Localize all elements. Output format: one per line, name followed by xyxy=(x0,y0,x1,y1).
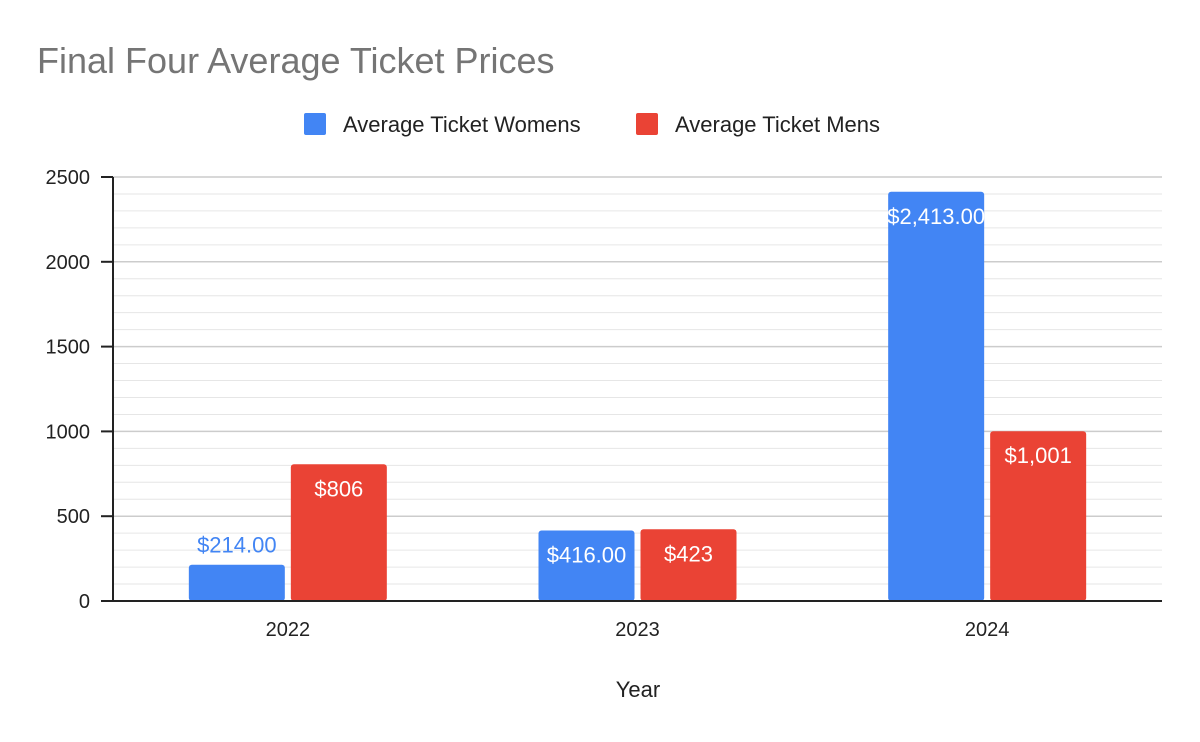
bar-womens-2022 xyxy=(188,564,285,601)
x-tick-label: 2023 xyxy=(615,619,660,641)
legend: Average Ticket Womens Average Ticket Men… xyxy=(304,112,880,137)
data-label-mens-2023: $423 xyxy=(664,541,713,566)
legend-swatch-mens xyxy=(636,113,658,135)
bar-womens-2024 xyxy=(888,191,985,602)
gridlines xyxy=(113,176,1162,585)
bars xyxy=(188,191,1087,602)
x-tick-label: 2022 xyxy=(266,619,311,641)
data-label-womens-2023: $416.00 xyxy=(547,542,627,567)
data-labels: $214.00 $806 $416.00 $423 $2,413.00 $1,001 xyxy=(197,204,1072,568)
y-tick-label: 2500 xyxy=(46,167,91,189)
x-tick-label: 2024 xyxy=(965,619,1010,641)
bar-mens-2024 xyxy=(990,431,1087,601)
y-tick-label: 1000 xyxy=(46,421,91,443)
x-axis-title: Year xyxy=(616,677,660,702)
data-label-womens-2024: $2,413.00 xyxy=(887,204,985,229)
legend-swatch-womens xyxy=(304,113,326,135)
data-label-mens-2024: $1,001 xyxy=(1005,443,1072,468)
chart-title: Final Four Average Ticket Prices xyxy=(37,40,555,81)
y-tick-label: 1500 xyxy=(46,337,91,359)
bar-mens-2023 xyxy=(640,529,737,601)
y-tick-label: 0 xyxy=(79,591,90,613)
x-axis: 2022 2023 2024 xyxy=(113,600,1162,641)
bar-womens-2023 xyxy=(538,530,635,601)
legend-label-mens: Average Ticket Mens xyxy=(675,112,880,137)
y-axis: 0 500 1000 1500 2000 2500 xyxy=(46,167,114,613)
y-tick-label: 2000 xyxy=(46,252,91,274)
data-label-womens-2022: $214.00 xyxy=(197,533,277,558)
y-tick-label: 500 xyxy=(57,506,90,528)
data-label-mens-2022: $806 xyxy=(314,476,363,501)
bar-mens-2022 xyxy=(290,464,387,601)
legend-label-womens: Average Ticket Womens xyxy=(343,112,581,137)
